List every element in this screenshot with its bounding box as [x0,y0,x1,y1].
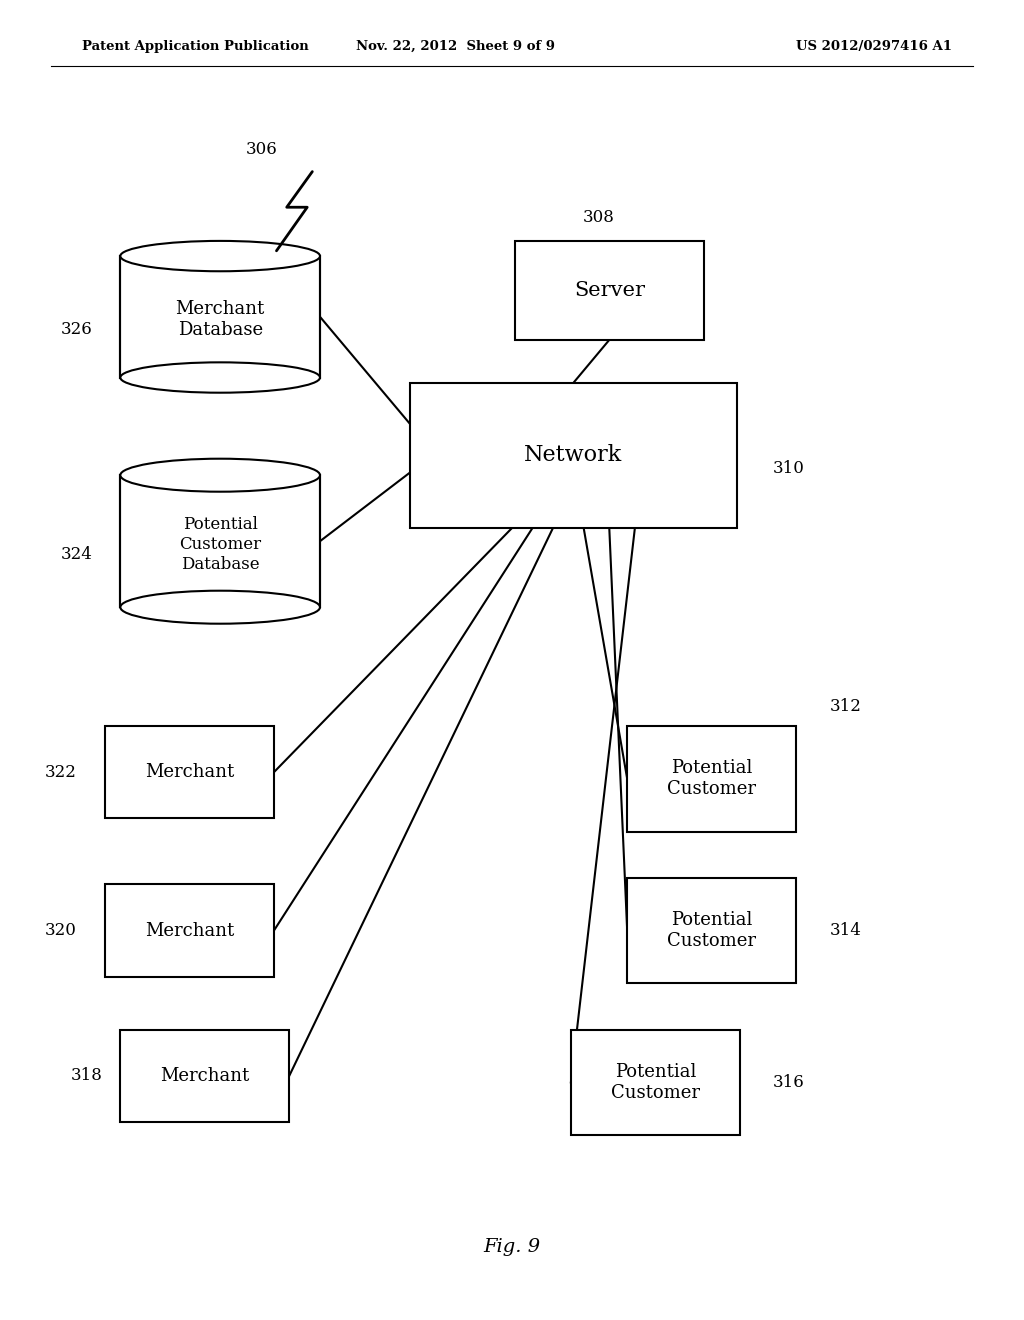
FancyBboxPatch shape [121,256,319,378]
Text: 308: 308 [583,210,615,226]
Text: Potential
Customer
Database: Potential Customer Database [179,516,261,573]
Text: Server: Server [573,281,645,300]
Text: 310: 310 [773,461,805,477]
Text: 314: 314 [829,923,861,939]
Text: Merchant: Merchant [144,921,234,940]
Text: 306: 306 [246,141,278,158]
Text: Potential
Customer: Potential Customer [611,1063,699,1102]
FancyBboxPatch shape [514,242,705,339]
Text: Patent Application Publication: Patent Application Publication [82,40,308,53]
FancyBboxPatch shape [104,726,274,818]
Text: US 2012/0297416 A1: US 2012/0297416 A1 [797,40,952,53]
Text: 322: 322 [45,764,77,780]
Text: 324: 324 [60,546,92,562]
Text: Merchant: Merchant [144,763,234,781]
FancyBboxPatch shape [121,475,319,607]
Text: 316: 316 [773,1074,805,1090]
Ellipse shape [121,458,319,491]
FancyBboxPatch shape [571,1030,739,1135]
Text: Fig. 9: Fig. 9 [483,1238,541,1257]
Text: 326: 326 [60,322,92,338]
Text: Nov. 22, 2012  Sheet 9 of 9: Nov. 22, 2012 Sheet 9 of 9 [356,40,555,53]
FancyBboxPatch shape [410,383,737,528]
FancyBboxPatch shape [627,726,797,832]
Text: 318: 318 [71,1068,102,1084]
Ellipse shape [121,591,319,624]
FancyBboxPatch shape [104,884,274,977]
Text: Merchant
Database: Merchant Database [175,301,265,339]
Text: 320: 320 [45,923,77,939]
Ellipse shape [121,240,319,272]
Text: Merchant: Merchant [160,1067,250,1085]
FancyBboxPatch shape [121,1030,290,1122]
Text: Potential
Customer: Potential Customer [668,759,756,799]
Ellipse shape [121,363,319,393]
FancyBboxPatch shape [627,878,797,983]
Text: Potential
Customer: Potential Customer [668,911,756,950]
Text: Network: Network [524,445,623,466]
Text: 312: 312 [829,698,861,714]
